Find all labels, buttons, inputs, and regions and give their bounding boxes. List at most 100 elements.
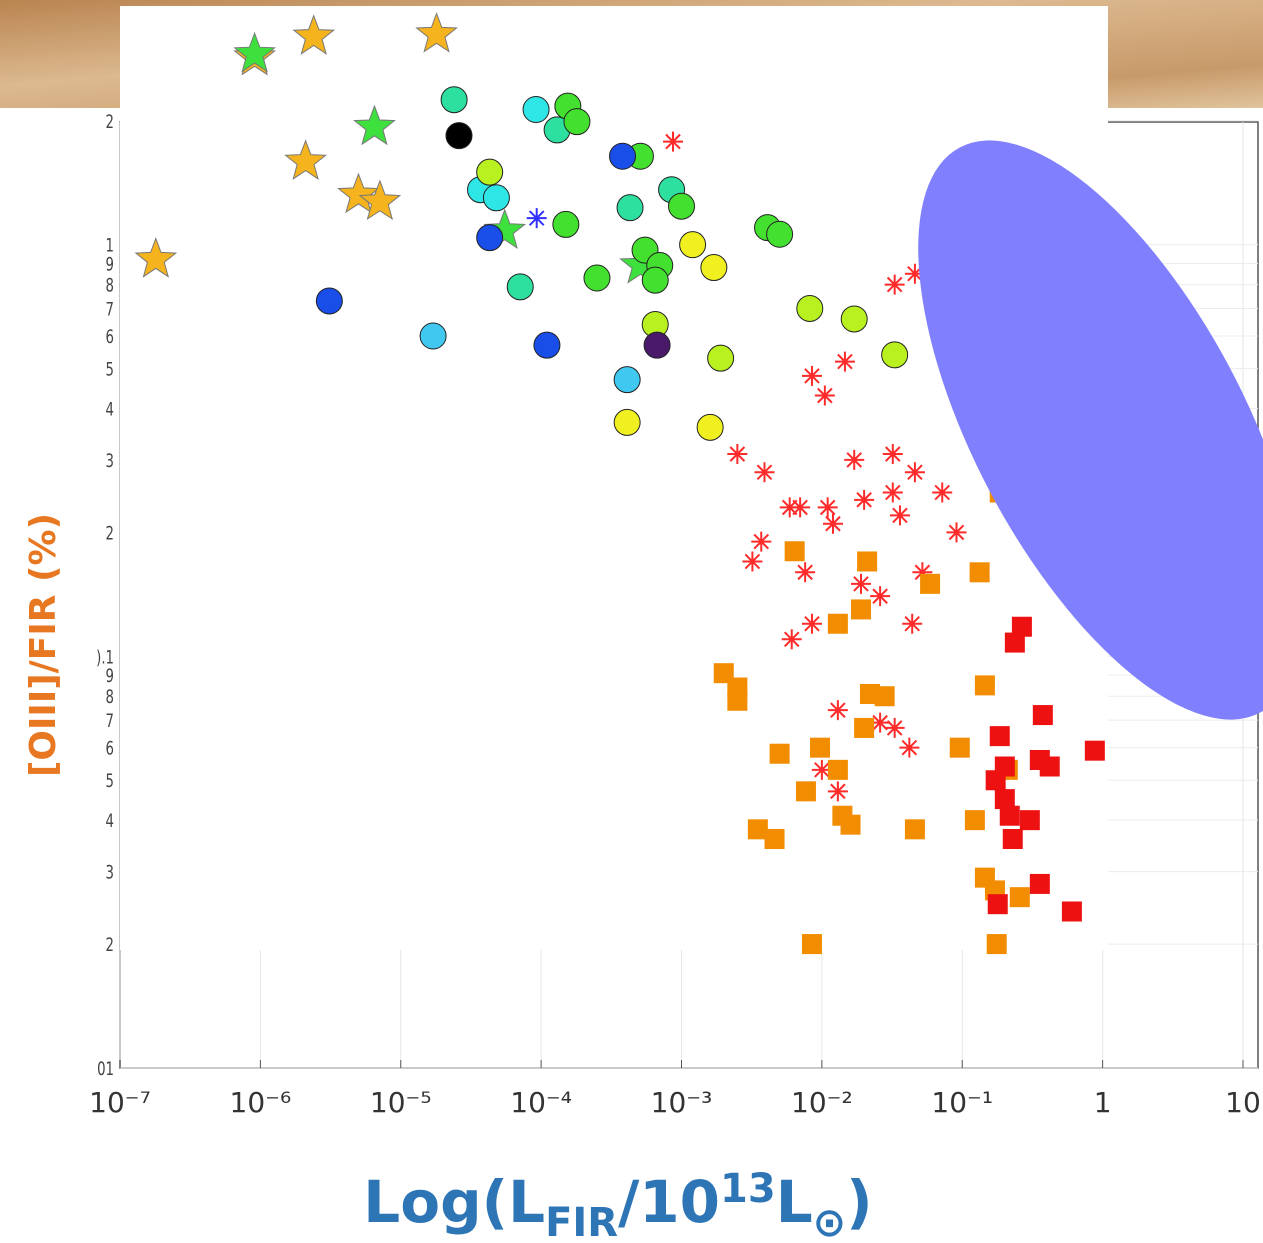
square-marker — [796, 781, 816, 801]
x-tick-label: 10 — [1225, 1086, 1261, 1119]
asterisk-marker — [795, 562, 815, 582]
y-tick-label: 01 — [97, 1058, 114, 1080]
circle-marker — [767, 221, 793, 247]
square-marker — [975, 675, 995, 695]
asterisk-marker — [835, 352, 855, 372]
asterisk-marker — [782, 629, 802, 649]
y-tick-label: 2 — [106, 522, 114, 544]
square-marker — [875, 686, 895, 706]
asterisk-marker — [902, 614, 922, 634]
square-marker — [802, 934, 822, 954]
x-axis-title-part: /10 — [618, 1168, 720, 1236]
asterisk-marker — [890, 505, 910, 525]
circle-marker — [610, 143, 636, 169]
y-tick-label: 5 — [106, 770, 114, 792]
asterisk-marker — [851, 574, 871, 594]
circle-marker — [614, 367, 640, 393]
square-marker — [1040, 757, 1060, 777]
circle-marker — [441, 87, 467, 113]
y-tick-label: 9 — [106, 665, 114, 687]
y-tick-label: 8 — [106, 686, 114, 708]
y-tick-label: 9 — [106, 253, 114, 275]
asterisk-marker — [870, 586, 890, 606]
asterisk-marker — [754, 462, 774, 482]
circle-marker — [446, 123, 472, 149]
circle-marker — [553, 211, 579, 237]
y-tick-label: 5 — [106, 358, 114, 380]
x-axis-title-part: FIR — [545, 1200, 618, 1243]
y-tick-label: 2 — [106, 934, 114, 956]
circle-marker — [701, 255, 727, 281]
asterisk-marker — [663, 132, 683, 152]
y-tick-label: 3 — [106, 861, 114, 883]
square-marker — [841, 815, 861, 835]
asterisk-marker — [742, 551, 762, 571]
y-tick-label: 4 — [106, 810, 114, 832]
square-marker — [987, 934, 1007, 954]
square-marker — [765, 829, 785, 849]
square-marker — [854, 718, 874, 738]
asterisk-marker — [802, 366, 822, 386]
x-axis-title: Log(LFIR/1013L⊙) — [363, 1166, 872, 1243]
x-axis-title-part: ⊙ — [813, 1200, 847, 1243]
x-axis-title-part: 13 — [720, 1166, 776, 1212]
y-tick-label: 8 — [106, 274, 114, 296]
x-tick-label: 10⁻⁵ — [370, 1086, 432, 1119]
asterisk-marker — [885, 275, 905, 295]
asterisk-marker — [883, 483, 903, 503]
circle-marker — [420, 323, 446, 349]
square-marker — [1062, 901, 1082, 921]
y-tick-label: 6 — [106, 737, 114, 759]
square-marker — [990, 726, 1010, 746]
square-marker — [986, 770, 1006, 790]
circle-marker — [477, 225, 503, 251]
square-marker — [920, 574, 940, 594]
circle-marker — [614, 409, 640, 435]
asterisk-marker — [802, 614, 822, 634]
square-marker — [857, 551, 877, 571]
y-tick-label: 3 — [106, 450, 114, 472]
circle-marker — [584, 265, 610, 291]
y-tick-label: 6 — [106, 326, 114, 348]
square-marker — [950, 738, 970, 758]
y-tick-label: ).1 — [96, 646, 114, 668]
asterisk-marker — [854, 490, 874, 510]
square-marker — [1003, 829, 1023, 849]
circle-marker — [316, 288, 342, 314]
asterisk-marker — [790, 497, 810, 517]
asterisk-marker — [751, 532, 771, 552]
square-marker — [1020, 810, 1040, 830]
circle-marker — [617, 195, 643, 221]
asterisk-marker — [899, 738, 919, 758]
page: 10⁻⁷10⁻⁶10⁻⁵10⁻⁴10⁻³10⁻²10⁻¹110012345678… — [0, 0, 1263, 1243]
square-marker — [785, 541, 805, 561]
circle-marker — [642, 267, 668, 293]
circle-marker — [708, 345, 734, 371]
circle-marker — [523, 96, 549, 122]
x-tick-label: 10⁻² — [791, 1086, 853, 1119]
circle-marker — [669, 193, 695, 219]
asterisk-marker — [823, 514, 843, 534]
circle-marker — [882, 342, 908, 368]
x-axis-title-part: Log(L — [363, 1168, 545, 1236]
circle-marker — [797, 295, 823, 321]
square-marker — [770, 744, 790, 764]
x-tick-label: 1 — [1094, 1086, 1112, 1119]
asterisk-marker — [727, 444, 747, 464]
circle-marker — [507, 274, 533, 300]
y-tick-label: 7 — [106, 298, 114, 320]
asterisk-marker — [527, 208, 547, 228]
square-marker — [965, 810, 985, 830]
asterisk-marker — [885, 718, 905, 738]
y-tick-label: 7 — [106, 710, 114, 732]
x-tick-label: 10⁻⁷ — [89, 1086, 151, 1119]
asterisk-marker — [932, 483, 952, 503]
square-marker — [851, 599, 871, 619]
y-tick-label: 2 — [106, 110, 114, 132]
x-tick-label: 10⁻³ — [651, 1086, 713, 1119]
circle-marker — [477, 159, 503, 185]
asterisk-marker — [905, 462, 925, 482]
square-marker — [988, 894, 1008, 914]
y-tick-label: 1 — [106, 234, 114, 256]
asterisk-marker — [815, 386, 835, 406]
